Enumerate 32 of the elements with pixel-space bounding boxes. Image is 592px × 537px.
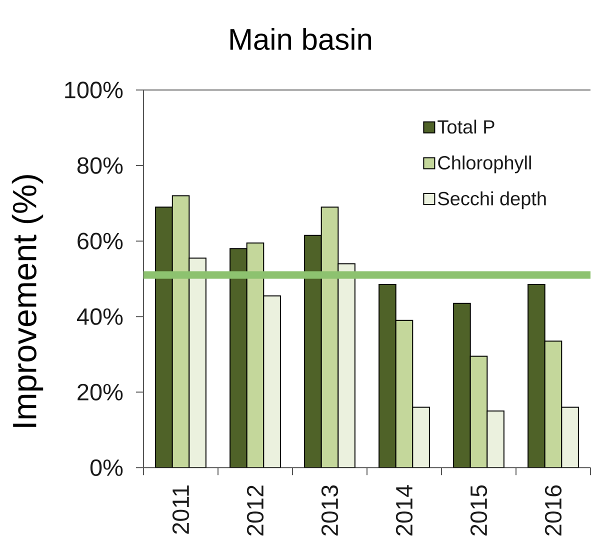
bar	[470, 356, 488, 468]
y-tick-label: 60%	[78, 232, 123, 250]
x-tick-label: 2011	[172, 486, 190, 534]
bar	[561, 406, 579, 468]
x-tick-label: 2015	[470, 485, 488, 536]
bar	[338, 263, 356, 468]
y-tick-label: 100%	[65, 82, 123, 98]
bar	[304, 234, 322, 468]
x-tick-label: 2012	[246, 486, 264, 536]
bar	[395, 320, 414, 468]
y-tick-label: 0%	[90, 459, 123, 476]
bar	[544, 340, 562, 468]
x-tick-label: 2013	[321, 485, 338, 536]
chart-title: Main basin	[230, 28, 372, 50]
legend-label: Secchi depth	[438, 191, 546, 210]
bar	[528, 284, 546, 468]
bar	[378, 284, 396, 468]
legend-label: Total P	[438, 120, 494, 134]
bar	[230, 248, 248, 468]
y-tick-label: 20%	[78, 384, 123, 400]
bar	[155, 206, 173, 468]
bar	[188, 258, 206, 468]
bar	[486, 410, 504, 468]
y-tick-label: 80%	[77, 157, 123, 174]
legend-label: Chlorophyll	[438, 156, 531, 174]
x-tick-label: 2016	[544, 485, 562, 536]
bar	[453, 302, 471, 468]
x-tick-label: 2014	[396, 485, 413, 536]
bar	[263, 295, 281, 468]
y-tick-label: 40%	[76, 308, 123, 325]
bar	[412, 406, 430, 468]
y-axis-title: Improvement (%)	[12, 175, 44, 427]
